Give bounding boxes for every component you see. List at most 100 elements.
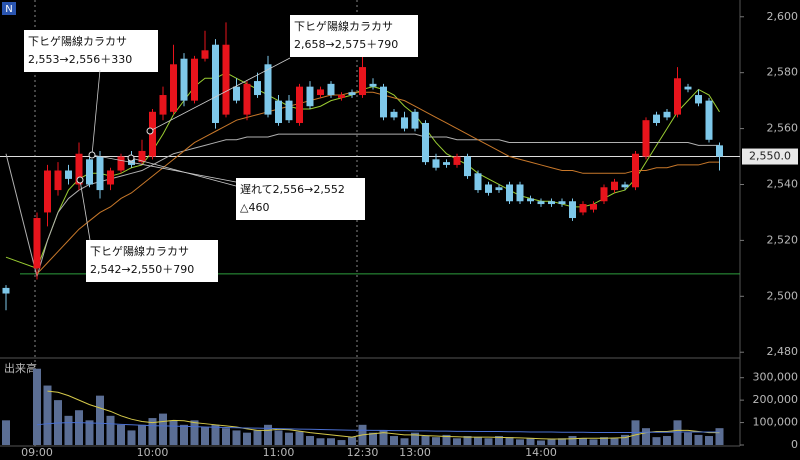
volume-bar [663, 436, 671, 445]
annotation-box [24, 30, 158, 72]
candle-body [117, 156, 125, 171]
x-tick-label: 13:00 [399, 446, 431, 459]
candle-body [275, 100, 282, 123]
x-tick-label: 12:30 [347, 446, 379, 459]
candle-body [600, 187, 608, 202]
y-tick-label: 2,480 [767, 345, 799, 358]
connector [79, 179, 91, 241]
y-tick-label: 2,600 [767, 10, 799, 23]
volume-bar [537, 440, 545, 445]
candle-body [2, 287, 10, 294]
annotation: 下ヒゲ陽線カラカサ 2,542→2,550＋790 [86, 240, 218, 282]
moving-average [36, 91, 720, 275]
candle-body [558, 201, 566, 205]
volume-bar [264, 424, 272, 445]
volume-bar [442, 434, 451, 445]
volume-bar [327, 438, 335, 445]
annotation-box [236, 178, 365, 220]
candle-body [495, 187, 503, 191]
volume-bar [211, 424, 220, 445]
candle-body [264, 64, 272, 115]
y-tick-label: 300,000 [753, 371, 799, 384]
candle-body [96, 156, 104, 191]
candle-body [474, 173, 482, 191]
badge: N [5, 4, 12, 15]
volume-bar [316, 438, 325, 445]
candle-body [222, 44, 230, 115]
annotation-text: 2,553→2,556＋330 [28, 53, 132, 66]
volume-bar [180, 424, 188, 445]
volume-bar [201, 427, 209, 445]
candle-body [527, 198, 534, 202]
candle-body [569, 201, 576, 219]
annotation-text: 2,658→2,575＋790 [294, 38, 398, 51]
x-tick-label: 10:00 [137, 446, 169, 459]
volume-bar [117, 424, 125, 445]
volume-bar [589, 439, 598, 445]
volume-bar [705, 436, 713, 445]
volume-bar [379, 430, 388, 445]
plot: 2,480 2,500 2,520 2,540 2,560 2,580 2,600 0 100,… [0, 10, 798, 459]
candle-body [401, 117, 408, 129]
candle-body [107, 170, 114, 185]
candle-body [86, 159, 93, 185]
badge-box [2, 2, 16, 15]
candle-body [642, 120, 650, 157]
candle-body [653, 114, 660, 123]
volume-bar [337, 440, 346, 445]
last-price-label: 2,550.0 [749, 150, 791, 163]
annotation-text: 遅れて2,556→2,552 [240, 183, 345, 196]
candle-body [243, 83, 251, 115]
volume-bar [694, 434, 703, 445]
candle-body [590, 204, 597, 210]
candle-body [516, 184, 524, 202]
candle-body [380, 86, 387, 118]
candle-body [621, 184, 629, 188]
volume-bar [421, 436, 430, 445]
y-tick-label: 2,560 [767, 122, 799, 135]
volume-bar [190, 420, 199, 445]
connector [149, 57, 291, 132]
volume-bar [621, 434, 629, 445]
volume-bar [127, 430, 136, 445]
candle-body [327, 83, 335, 96]
volume-bar [390, 436, 398, 445]
y-tick-label: 0 [791, 438, 798, 451]
candle-body [422, 122, 429, 163]
annotation-text: 下ヒゲ陽線カラカサ [90, 244, 189, 258]
volume-bar [253, 430, 262, 445]
volume-bar [33, 368, 41, 445]
candle-body [359, 67, 366, 96]
volume-average [47, 390, 720, 440]
volume-bar [474, 437, 482, 445]
candle-body [674, 78, 681, 115]
volume-title: 出来高 [4, 361, 37, 375]
volume-bar [274, 430, 283, 445]
candle-body [233, 86, 240, 101]
candle-body [159, 95, 167, 115]
volume-bar [684, 432, 692, 445]
connector [91, 154, 237, 183]
candle-body [716, 145, 723, 157]
candle-body [149, 111, 156, 157]
annotation-box [86, 240, 218, 282]
candle-body [44, 170, 51, 213]
annotation: 遅れて2,556→2,552 △460 [236, 178, 365, 220]
candle-body [443, 162, 450, 165]
signal-marker [127, 154, 135, 162]
candle-body [317, 89, 324, 96]
candle-body [695, 95, 702, 104]
candle-body [485, 184, 492, 193]
last-price-box [742, 148, 798, 165]
candle-body [579, 204, 587, 213]
candle-body [254, 81, 261, 96]
volume-bar [169, 420, 178, 445]
volume-bar [463, 436, 472, 445]
volume-bar [43, 385, 52, 445]
volume-bar [547, 439, 556, 445]
candle-body [705, 100, 713, 140]
x-tick-label: 14:00 [525, 446, 557, 459]
connector [91, 69, 101, 156]
volume-bar [453, 438, 461, 445]
